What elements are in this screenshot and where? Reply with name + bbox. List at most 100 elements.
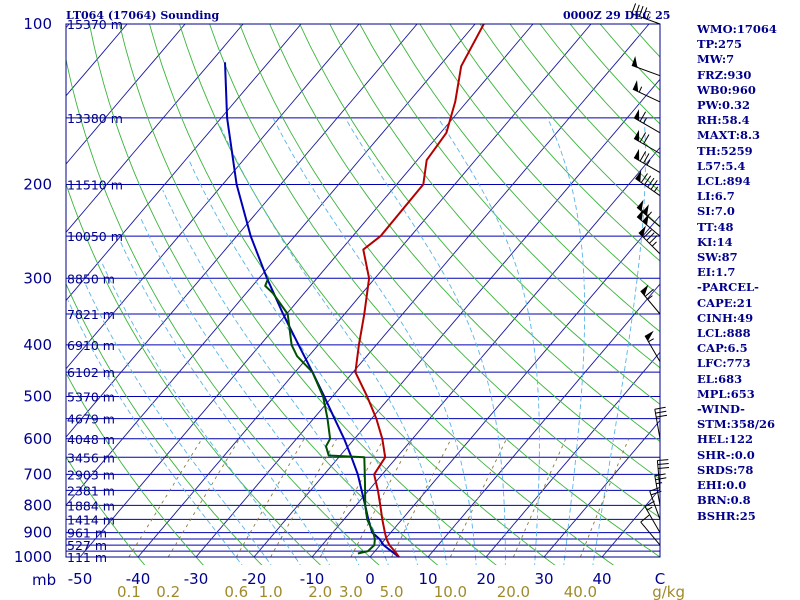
dry-adiabat-line: [269, 24, 660, 480]
pressure-tick-label: 300: [23, 269, 52, 287]
dry-adiabat-line: [389, 24, 660, 333]
height-label: 2381 m: [67, 483, 115, 498]
barb-flag: [655, 410, 667, 414]
wind-barb: [656, 459, 670, 491]
barb-half-flag: [646, 506, 653, 511]
barb-half-flag: [648, 338, 654, 343]
isotherm-line: [79, 24, 534, 558]
isotherm-line: [601, 488, 660, 558]
barb-pennant: [638, 225, 646, 237]
height-label: 5370 m: [67, 390, 115, 405]
pressure-tick-label: 500: [23, 388, 52, 406]
wind-barb: [638, 225, 661, 255]
sounding-time: 0000Z 29 DEC 25: [563, 9, 671, 22]
dry-adiabat-line: [449, 24, 660, 262]
index-line: SHR-:0.0: [697, 447, 755, 462]
index-line: LCL:894: [697, 174, 751, 189]
pressure-tick-label: 400: [23, 336, 52, 354]
mixing-ratio-tick-label: 40.0: [564, 583, 597, 600]
moist-adiabat-line: [139, 216, 360, 565]
mixing-ratio-tick-label: 3.0: [339, 583, 363, 600]
isotherm-line: [137, 24, 592, 558]
moist-adiabat-line: [119, 240, 331, 565]
barb-staff: [633, 138, 661, 154]
dry-adiabat-line: [66, 282, 263, 565]
wind-barb: [649, 486, 662, 520]
isotherm-line: [485, 351, 660, 558]
barb-staff: [631, 64, 661, 77]
barb-flag: [640, 514, 650, 523]
sounding-profiles: [224, 24, 485, 558]
wind-barb: [644, 500, 661, 533]
index-line: KI:14: [697, 234, 733, 249]
temperature-tick-label: -30: [184, 570, 209, 588]
wind-barb: [640, 284, 661, 315]
parcel-trace: [224, 62, 400, 558]
indices-panel: WMO:17064 TP:275 MW:7 FRZ:930 WB0:960 PW:0.32…: [697, 22, 797, 524]
barb-pennant: [634, 148, 640, 161]
index-line: CAPE:21: [697, 295, 753, 310]
mixing-ratio-tick-label: 10.0: [434, 583, 467, 600]
index-line: SRDS:78: [697, 462, 754, 477]
height-label: 6910 m: [67, 338, 115, 353]
pressure-tick-label: 100: [23, 15, 52, 33]
isotherm-line: [427, 283, 660, 558]
dry-adiabat-line: [119, 24, 497, 565]
height-label: 961 m: [67, 526, 107, 541]
moist-adiabat-line: [592, 117, 646, 565]
wind-barbs: [631, 3, 670, 546]
moist-adiabat-line: [437, 117, 540, 565]
barb-half-flag: [646, 159, 651, 166]
wind-barb: [633, 129, 661, 154]
barb-flag: [655, 477, 667, 481]
station-title: LT064 (17064) Sounding: [66, 9, 220, 22]
index-line: FRZ:930: [697, 67, 752, 82]
barb-flag: [650, 180, 658, 190]
plot-frame: [65, 23, 661, 558]
barb-flag: [639, 151, 647, 162]
barb-flag: [644, 500, 655, 508]
barb-flag: [643, 134, 650, 145]
barb-half-flag: [653, 186, 659, 192]
barb-flag: [639, 132, 647, 143]
temperature-tick-label: -40: [126, 570, 151, 588]
temperature-tick-label: 0: [365, 570, 375, 588]
barb-staff: [640, 290, 661, 315]
dry-adiabat-line: [299, 24, 660, 443]
barb-staff: [649, 491, 661, 520]
barb-half-flag: [638, 86, 643, 93]
barb-flag: [649, 235, 658, 244]
moist-adiabat-line: [547, 117, 586, 565]
mixing-ratio-tick-label: 0.6: [224, 583, 248, 600]
index-line: HEL:122: [697, 432, 753, 447]
index-line: MW:7: [697, 52, 735, 67]
isotherm-line: [66, 24, 360, 370]
barb-staff: [632, 88, 661, 103]
wind-barb: [632, 80, 661, 103]
wind-barb: [631, 3, 661, 25]
barb-pennant: [632, 80, 639, 92]
mixing-ratio-unit-label: g/kg: [652, 583, 685, 600]
height-label: 4679 m: [67, 412, 115, 427]
barb-flag: [658, 467, 670, 469]
height-label: 3456 m: [67, 450, 115, 465]
barb-pennant: [634, 109, 640, 121]
mixing-ratio-tick-label: 2.0: [308, 583, 332, 600]
barb-flag: [650, 490, 662, 496]
temperature-tick-label: -50: [68, 570, 93, 588]
moist-adiabat-line: [101, 262, 301, 565]
height-label: 2903 m: [67, 467, 115, 482]
index-line: WMO:17064: [697, 22, 777, 36]
mixing-ratio-tick-label: 0.2: [156, 583, 180, 600]
temperature-unit-label: C: [655, 570, 665, 588]
index-line: MAXT:8.3: [697, 128, 760, 143]
height-label: 4048 m: [67, 432, 115, 447]
barb-flag: [631, 3, 637, 14]
barb-flag: [657, 459, 669, 461]
mixing-ratio-tick-label: 5.0: [380, 583, 404, 600]
wind-barb: [633, 109, 661, 134]
index-line: TH:5259: [697, 143, 753, 158]
index-line: BRN:0.8: [697, 493, 751, 508]
index-line: CAP:6.5: [697, 341, 748, 356]
